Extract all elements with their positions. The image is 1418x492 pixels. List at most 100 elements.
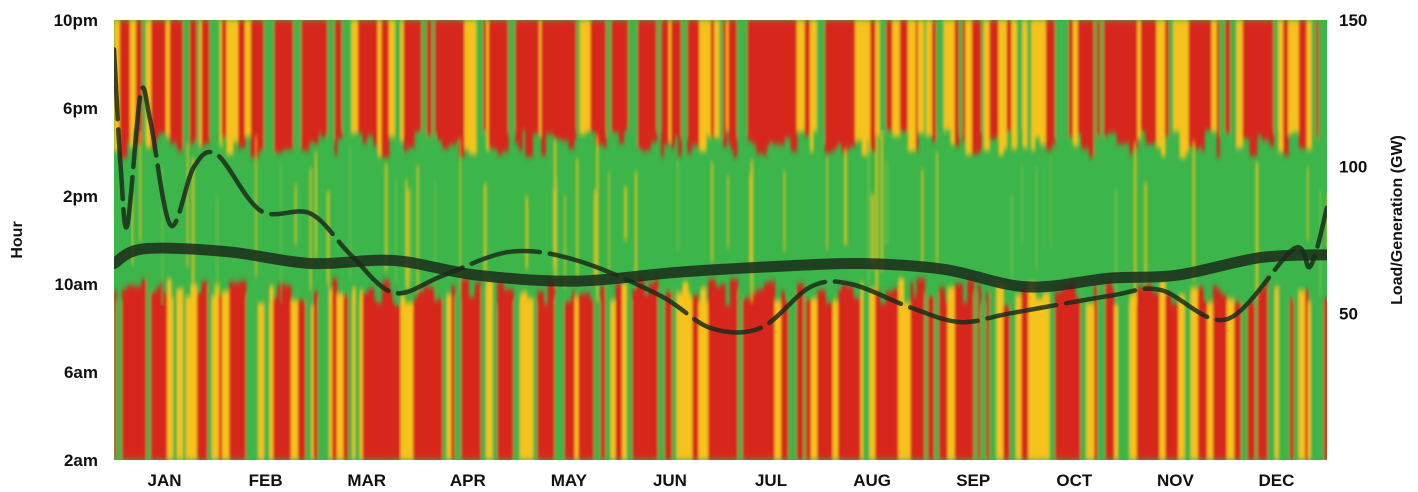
x-tick-label: MAY: [551, 471, 588, 490]
heatmap-cell: [1011, 20, 1018, 150]
heatmap-cell: [182, 284, 187, 460]
heatmap-cell: [119, 20, 128, 158]
heatmap-cell: [996, 284, 1004, 460]
heatmap-cell: [634, 171, 638, 286]
heatmap-cell: [553, 188, 557, 268]
heatmap-cell: [196, 293, 203, 460]
heatmap-cell: [317, 297, 326, 460]
heatmap-cell: [492, 305, 498, 460]
heatmap-cell: [381, 20, 390, 158]
heatmap-cell: [434, 20, 438, 134]
heatmap-cell: [924, 294, 929, 460]
heatmap-cell: [539, 20, 542, 137]
heatmap-cell: [1190, 287, 1199, 460]
heatmap-cell: [1289, 298, 1295, 460]
heatmap-cell: [1106, 20, 1114, 134]
heatmap-cell: [1015, 294, 1022, 460]
heatmap-cell: [293, 20, 302, 147]
heatmap-cell: [121, 289, 128, 460]
heatmap-cell: [1137, 20, 1142, 139]
heatmap-cell: [1316, 301, 1325, 460]
heatmap-cell: [156, 287, 161, 460]
heatmap-cell: [879, 20, 887, 143]
heatmap-cell: [413, 298, 419, 460]
heatmap-cell: [729, 279, 739, 460]
heatmap-cell: [290, 300, 299, 460]
heatmap-cell: [532, 20, 540, 134]
heatmap-cell: [326, 190, 330, 286]
heatmap-cell: [1003, 305, 1011, 460]
heatmap-cell: [139, 131, 142, 242]
heatmap-cell: [803, 292, 807, 460]
heatmap-cell: [336, 293, 344, 460]
heatmap-cell: [965, 20, 973, 155]
heatmap-cell: [541, 20, 546, 156]
heatmap-cell: [1049, 155, 1052, 249]
heatmap-cell: [971, 20, 979, 155]
heatmap-cell: [947, 286, 956, 460]
heatmap-cell: [571, 291, 576, 460]
heatmap-cell: [313, 20, 319, 144]
heatmap-cell: [151, 20, 156, 149]
heatmap-cell: [1307, 301, 1312, 460]
heatmap-cell: [657, 290, 666, 460]
heatmap-cell: [1201, 20, 1205, 152]
heatmap-cell: [446, 294, 452, 460]
axes: 2am 6am 10am 2pm 6pm 10pm 50 100 150 JAN FEB MAR APR…: [9, 11, 1406, 490]
heatmap-cell: [595, 20, 605, 145]
heatmap-cell: [1039, 20, 1047, 146]
heatmap-cell: [280, 160, 282, 303]
heatmap-cell: [226, 20, 234, 155]
heatmap-cell: [214, 283, 220, 460]
heatmap-cell: [1278, 288, 1284, 460]
heatmap-cell: [1170, 303, 1179, 460]
heatmap-cell: [518, 20, 523, 151]
heatmap-cell: [1028, 282, 1036, 460]
heatmap-cell: [550, 281, 556, 460]
heatmap-cell: [845, 286, 854, 460]
heatmap-cell: [880, 130, 884, 271]
heatmap-cell: [1105, 281, 1112, 460]
heatmap-cell: [1140, 20, 1147, 132]
heatmap-cell: [281, 20, 289, 150]
heatmap-cell: [926, 20, 933, 136]
heatmap-cell: [605, 284, 609, 460]
heatmap-cell: [710, 162, 714, 263]
heatmap-cell: [1068, 20, 1074, 138]
heatmap-cell: [309, 168, 312, 290]
y-left-axis-label: Hour: [9, 221, 26, 258]
heatmap-cell: [219, 20, 223, 147]
heatmap-cell: [1035, 298, 1044, 460]
heatmap-cell: [615, 283, 623, 460]
heatmap-cell: [1156, 20, 1162, 149]
heatmap-cell: [1136, 286, 1143, 460]
heatmap-cell: [681, 20, 688, 138]
y-right-tick-label: 100: [1339, 158, 1367, 177]
heatmap-cell: [1116, 20, 1125, 145]
heatmap-cell: [796, 283, 805, 460]
heatmap-cell: [413, 20, 423, 132]
heatmap-cell: [395, 177, 398, 284]
heatmap-cell: [726, 20, 729, 131]
heatmap-cell: [403, 20, 409, 151]
heatmap-cell: [603, 20, 607, 148]
heatmap-cell: [763, 282, 769, 460]
heatmap-cell: [783, 20, 792, 139]
heatmap-cell: [332, 278, 338, 460]
heatmap-cell: [1298, 290, 1306, 460]
heatmap-cell: [590, 20, 597, 133]
heatmap-cell: [756, 20, 765, 154]
heatmap-cell: [916, 278, 926, 460]
heatmap-cell: [725, 305, 731, 460]
heatmap-cell: [1283, 301, 1291, 460]
heatmap-cell: [1212, 285, 1218, 460]
heatmap-cell: [719, 20, 724, 139]
heatmap-cell: [455, 20, 460, 141]
heatmap-cell: [774, 300, 782, 460]
heatmap-cell: [503, 289, 507, 460]
heatmap-cell: [676, 292, 684, 460]
heatmap-cell: [1093, 20, 1098, 158]
heatmap-cell: [875, 20, 881, 137]
heatmap-cell: [251, 303, 259, 460]
heatmap-cell: [348, 20, 352, 156]
